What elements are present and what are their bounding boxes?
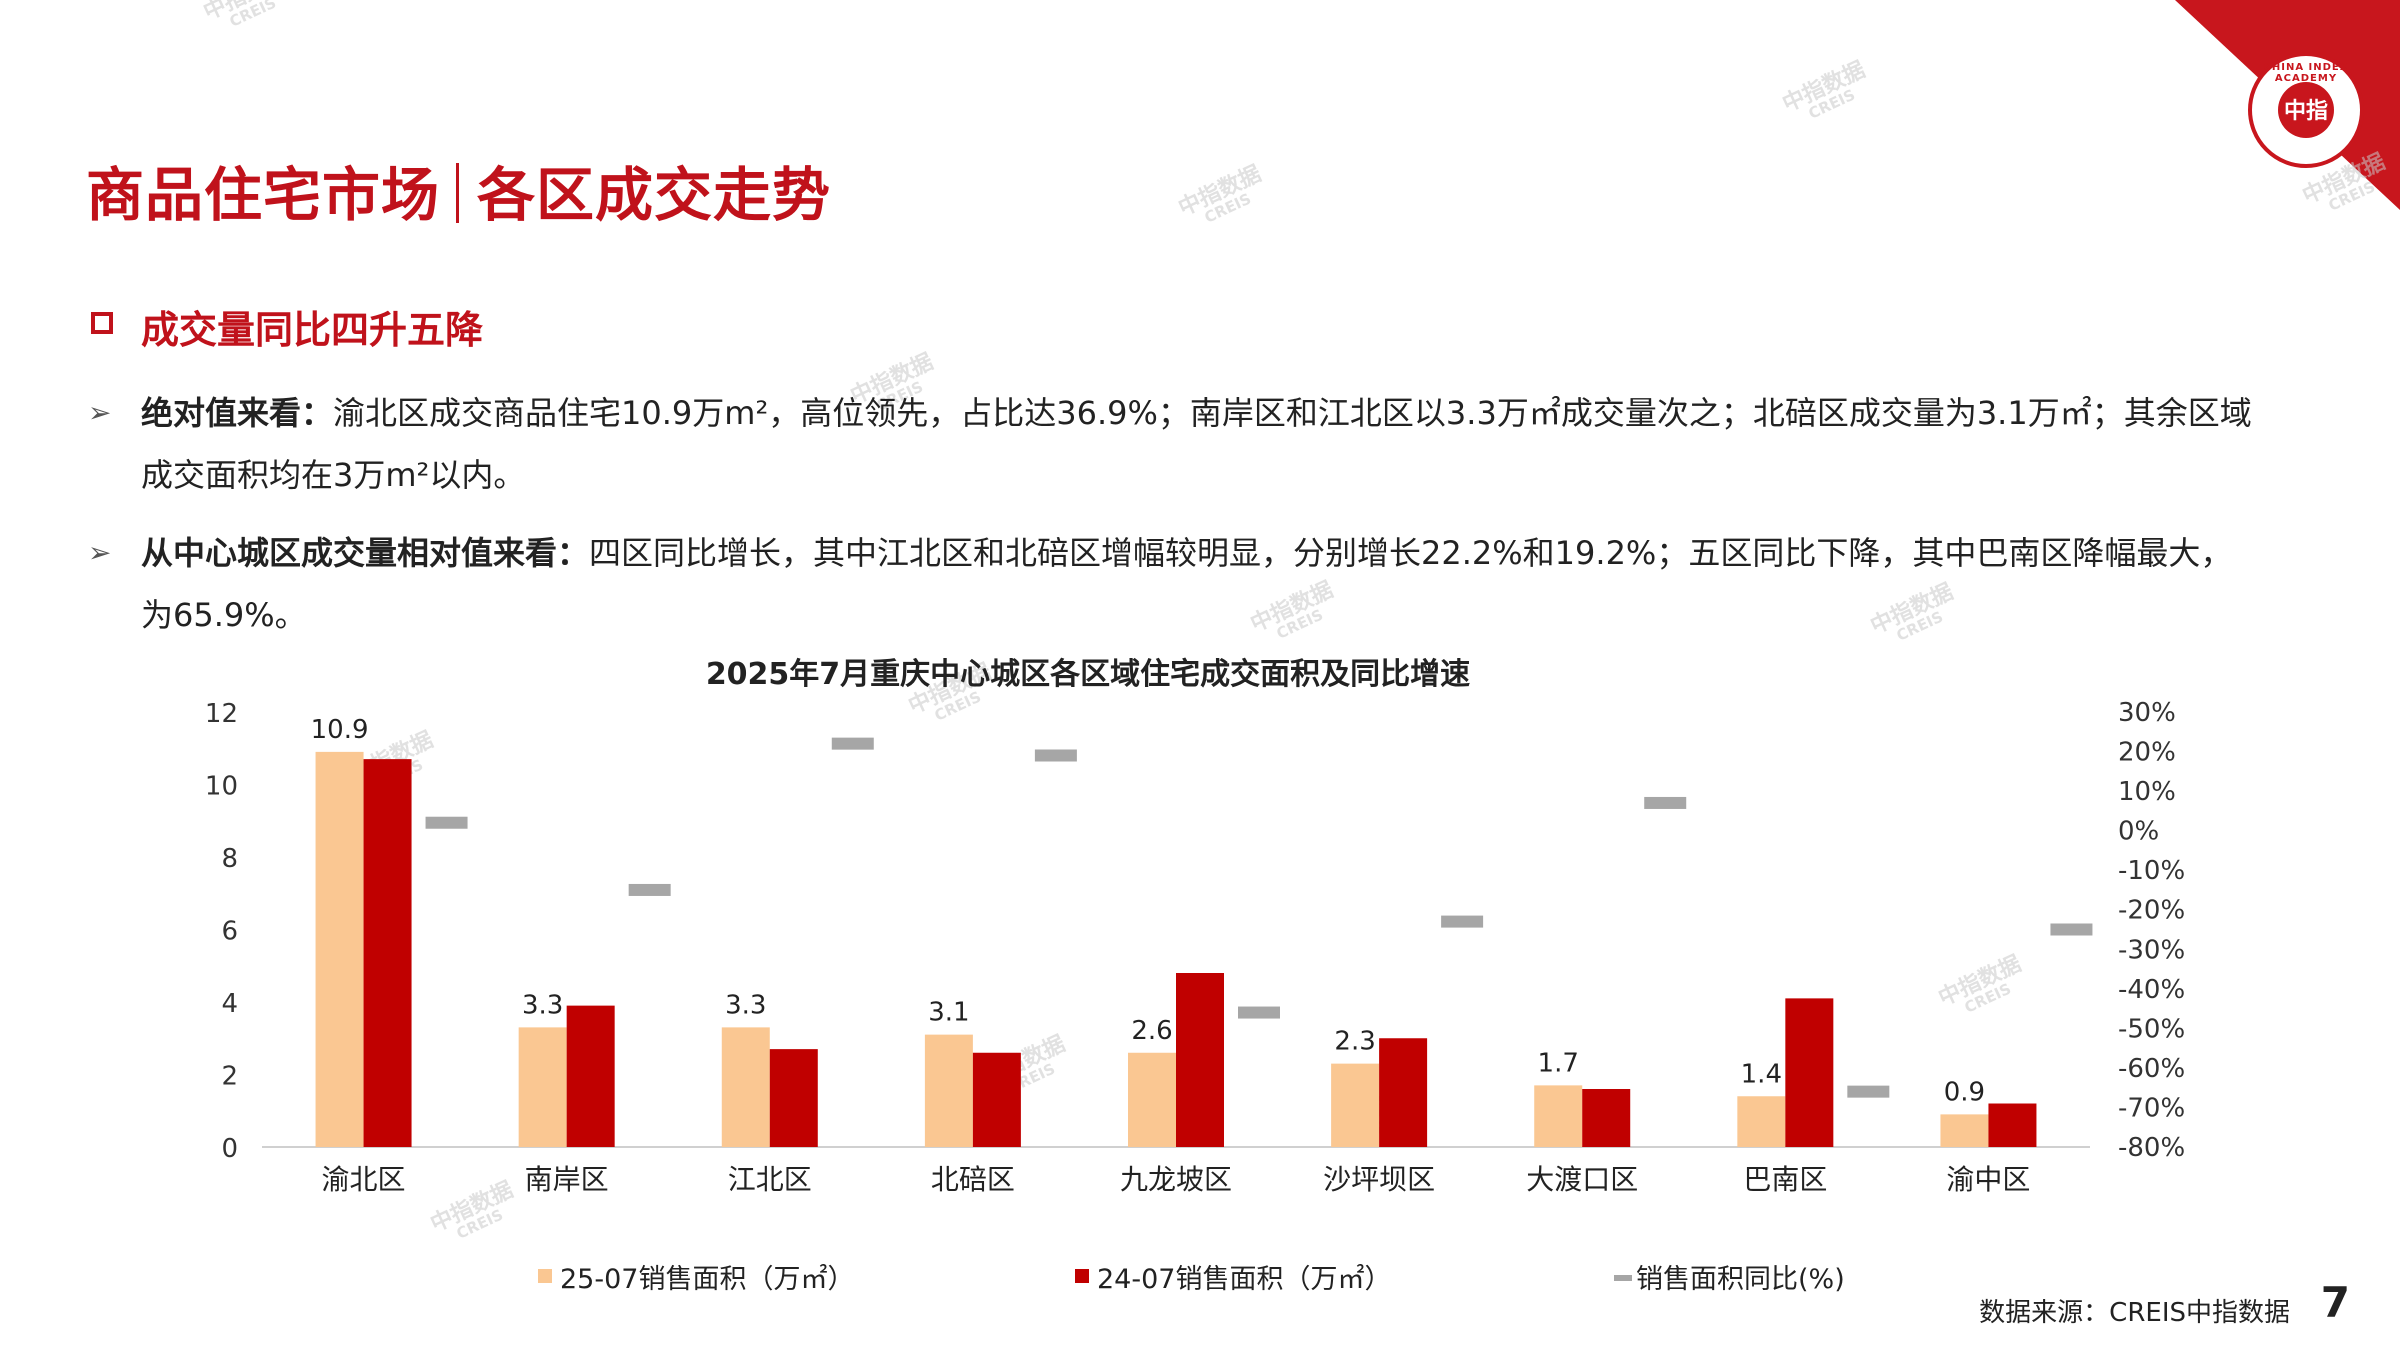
- left-axis-tick-label: 12: [205, 699, 238, 729]
- right-axis-tick-label: -70%: [2118, 1093, 2185, 1123]
- page-title-right: 各区成交走势: [477, 161, 832, 229]
- right-axis-tick-label: 0%: [2118, 817, 2159, 847]
- bar-2025-07: [924, 1034, 973, 1147]
- bar-2024-07: [363, 759, 412, 1147]
- bullet-text: 渝北区成交商品住宅10.9万m²，高位领先，占比达36.9%；南岸区和江北区以3…: [141, 394, 2252, 494]
- left-axis-tick-label: 0: [221, 1134, 238, 1164]
- chart-title: 2025年7月重庆中心城区各区域住宅成交面积及同比增速: [706, 657, 1470, 692]
- arrow-bullet-icon: ➢: [88, 396, 112, 429]
- legend-label: 25-07销售面积（万㎡）: [560, 1264, 854, 1295]
- bar-2025-07: [1331, 1063, 1380, 1147]
- bullet-relative: 从中心城区成交量相对值来看：四区同比增长，其中江北区和北碚区增幅较明显，分别增长…: [141, 522, 2261, 646]
- data-label: 2.6: [1131, 1016, 1172, 1046]
- left-axis-tick-label: 8: [221, 844, 238, 874]
- section-title: 成交量同比四升五降: [141, 308, 484, 352]
- right-axis-tick-label: -30%: [2118, 935, 2185, 965]
- left-axis-tick-label: 10: [205, 772, 238, 802]
- bar-2024-07: [1379, 1038, 1428, 1147]
- legend-label: 销售面积同比(%): [1636, 1264, 1845, 1295]
- title-separator: [456, 163, 460, 223]
- legend-label: 24-07销售面积（万㎡）: [1097, 1264, 1391, 1295]
- chart-legend: 25-07销售面积（万㎡） 24-07销售面积（万㎡） 销售面积同比(%): [538, 1264, 1845, 1295]
- bar-2024-07: [972, 1052, 1021, 1147]
- data-source: 数据来源：CREIS中指数据: [1979, 1298, 2290, 1328]
- category-label: 九龙坡区: [1120, 1163, 1232, 1196]
- right-axis-tick-label: -10%: [2118, 856, 2185, 886]
- right-axis-tick-label: -80%: [2118, 1133, 2185, 1163]
- yoy-marker: [628, 883, 671, 896]
- bar-2024-07: [1582, 1089, 1631, 1147]
- right-axis-tick-label: -50%: [2118, 1014, 2185, 1044]
- category-label: 江北区: [728, 1163, 812, 1196]
- yoy-marker: [2050, 923, 2093, 936]
- page-title: 商品住宅市场 各区成交走势: [86, 148, 831, 232]
- data-label: 0.9: [1944, 1077, 1985, 1107]
- section-square-icon: [91, 312, 113, 334]
- category-label: 北碚区: [931, 1163, 1015, 1196]
- yoy-marker: [1847, 1085, 1890, 1098]
- bar-2024-07: [769, 1049, 818, 1147]
- district-sales-chart: 2025年7月重庆中心城区各区域住宅成交面积及同比增速 0 2 4 6 8 10 12 -80…: [205, 657, 2185, 1295]
- category-label: 大渡口区: [1526, 1163, 1638, 1196]
- legend-swatch: [1075, 1269, 1089, 1283]
- data-label: 1.7: [1538, 1048, 1579, 1078]
- bar-2025-07: [518, 1027, 567, 1147]
- data-label: 3.3: [725, 990, 766, 1020]
- bar-2025-07: [1534, 1085, 1583, 1147]
- bar-2025-07: [1940, 1114, 1989, 1147]
- data-label: 1.4: [1741, 1059, 1782, 1089]
- page-title-left: 商品住宅市场: [86, 161, 441, 229]
- bar-2024-07: [566, 1005, 615, 1147]
- category-label: 沙坪坝区: [1323, 1163, 1435, 1196]
- category-label: 南岸区: [525, 1163, 609, 1196]
- category-label: 渝北区: [322, 1163, 406, 1196]
- logo-ring-text: CHINA INDEX ACADEMY: [2263, 62, 2349, 84]
- right-axis-tick-label: -40%: [2118, 975, 2185, 1005]
- left-axis-tick-label: 4: [221, 989, 238, 1019]
- bar-2025-07: [315, 751, 364, 1147]
- data-label: 3.1: [928, 998, 969, 1028]
- yoy-marker: [1034, 749, 1077, 762]
- bar-2024-07: [1988, 1103, 2037, 1147]
- bullet-text: 四区同比增长，其中江北区和北碚区增幅较明显，分别增长22.2%和19.2%；五区…: [141, 534, 2233, 634]
- right-axis-tick-label: 30%: [2118, 698, 2176, 728]
- category-label: 渝中区: [1946, 1163, 2030, 1196]
- bar-2025-07: [721, 1027, 770, 1147]
- category-label: 巴南区: [1743, 1163, 1827, 1196]
- bullet-lead: 从中心城区成交量相对值来看：: [141, 534, 590, 572]
- bullet-lead: 绝对值来看：: [141, 394, 334, 432]
- bullet-absolute: 绝对值来看：渝北区成交商品住宅10.9万m²，高位领先，占比达36.9%；南岸区…: [141, 382, 2261, 506]
- page-number: 7: [2320, 1278, 2350, 1327]
- legend-swatch: [538, 1269, 552, 1283]
- bar-2025-07: [1737, 1096, 1786, 1147]
- data-label: 3.3: [522, 990, 563, 1020]
- logo-inner-circle: [2278, 82, 2334, 138]
- data-label: 2.3: [1334, 1027, 1375, 1057]
- left-axis-tick-label: 2: [221, 1062, 238, 1092]
- yoy-marker: [1644, 796, 1687, 809]
- yoy-marker: [831, 737, 874, 750]
- right-axis-tick-label: -60%: [2118, 1054, 2185, 1084]
- data-label: 10.9: [311, 715, 369, 745]
- right-axis-tick-label: -20%: [2118, 896, 2185, 926]
- arrow-bullet-icon: ➢: [88, 536, 112, 569]
- bar-2024-07: [1785, 998, 1834, 1147]
- legend-marker: [1614, 1275, 1632, 1281]
- bar-2025-07: [1128, 1052, 1176, 1147]
- right-axis-tick-label: 10%: [2118, 777, 2176, 807]
- yoy-marker: [1238, 1006, 1280, 1019]
- yoy-marker: [1441, 915, 1484, 928]
- left-axis-tick-label: 6: [221, 917, 238, 947]
- bar-2024-07: [1176, 973, 1224, 1147]
- yoy-marker: [425, 816, 468, 829]
- plot-area: 0 2 4 6 8 10 12 -80% -70% -60% -50% -40% -30% -20% -10…: [205, 698, 2185, 1196]
- china-index-academy-logo: CHINA INDEX ACADEMY 中指: [2248, 52, 2364, 168]
- logo-text: 中指: [2283, 99, 2328, 124]
- right-axis-tick-label: 20%: [2118, 738, 2176, 768]
